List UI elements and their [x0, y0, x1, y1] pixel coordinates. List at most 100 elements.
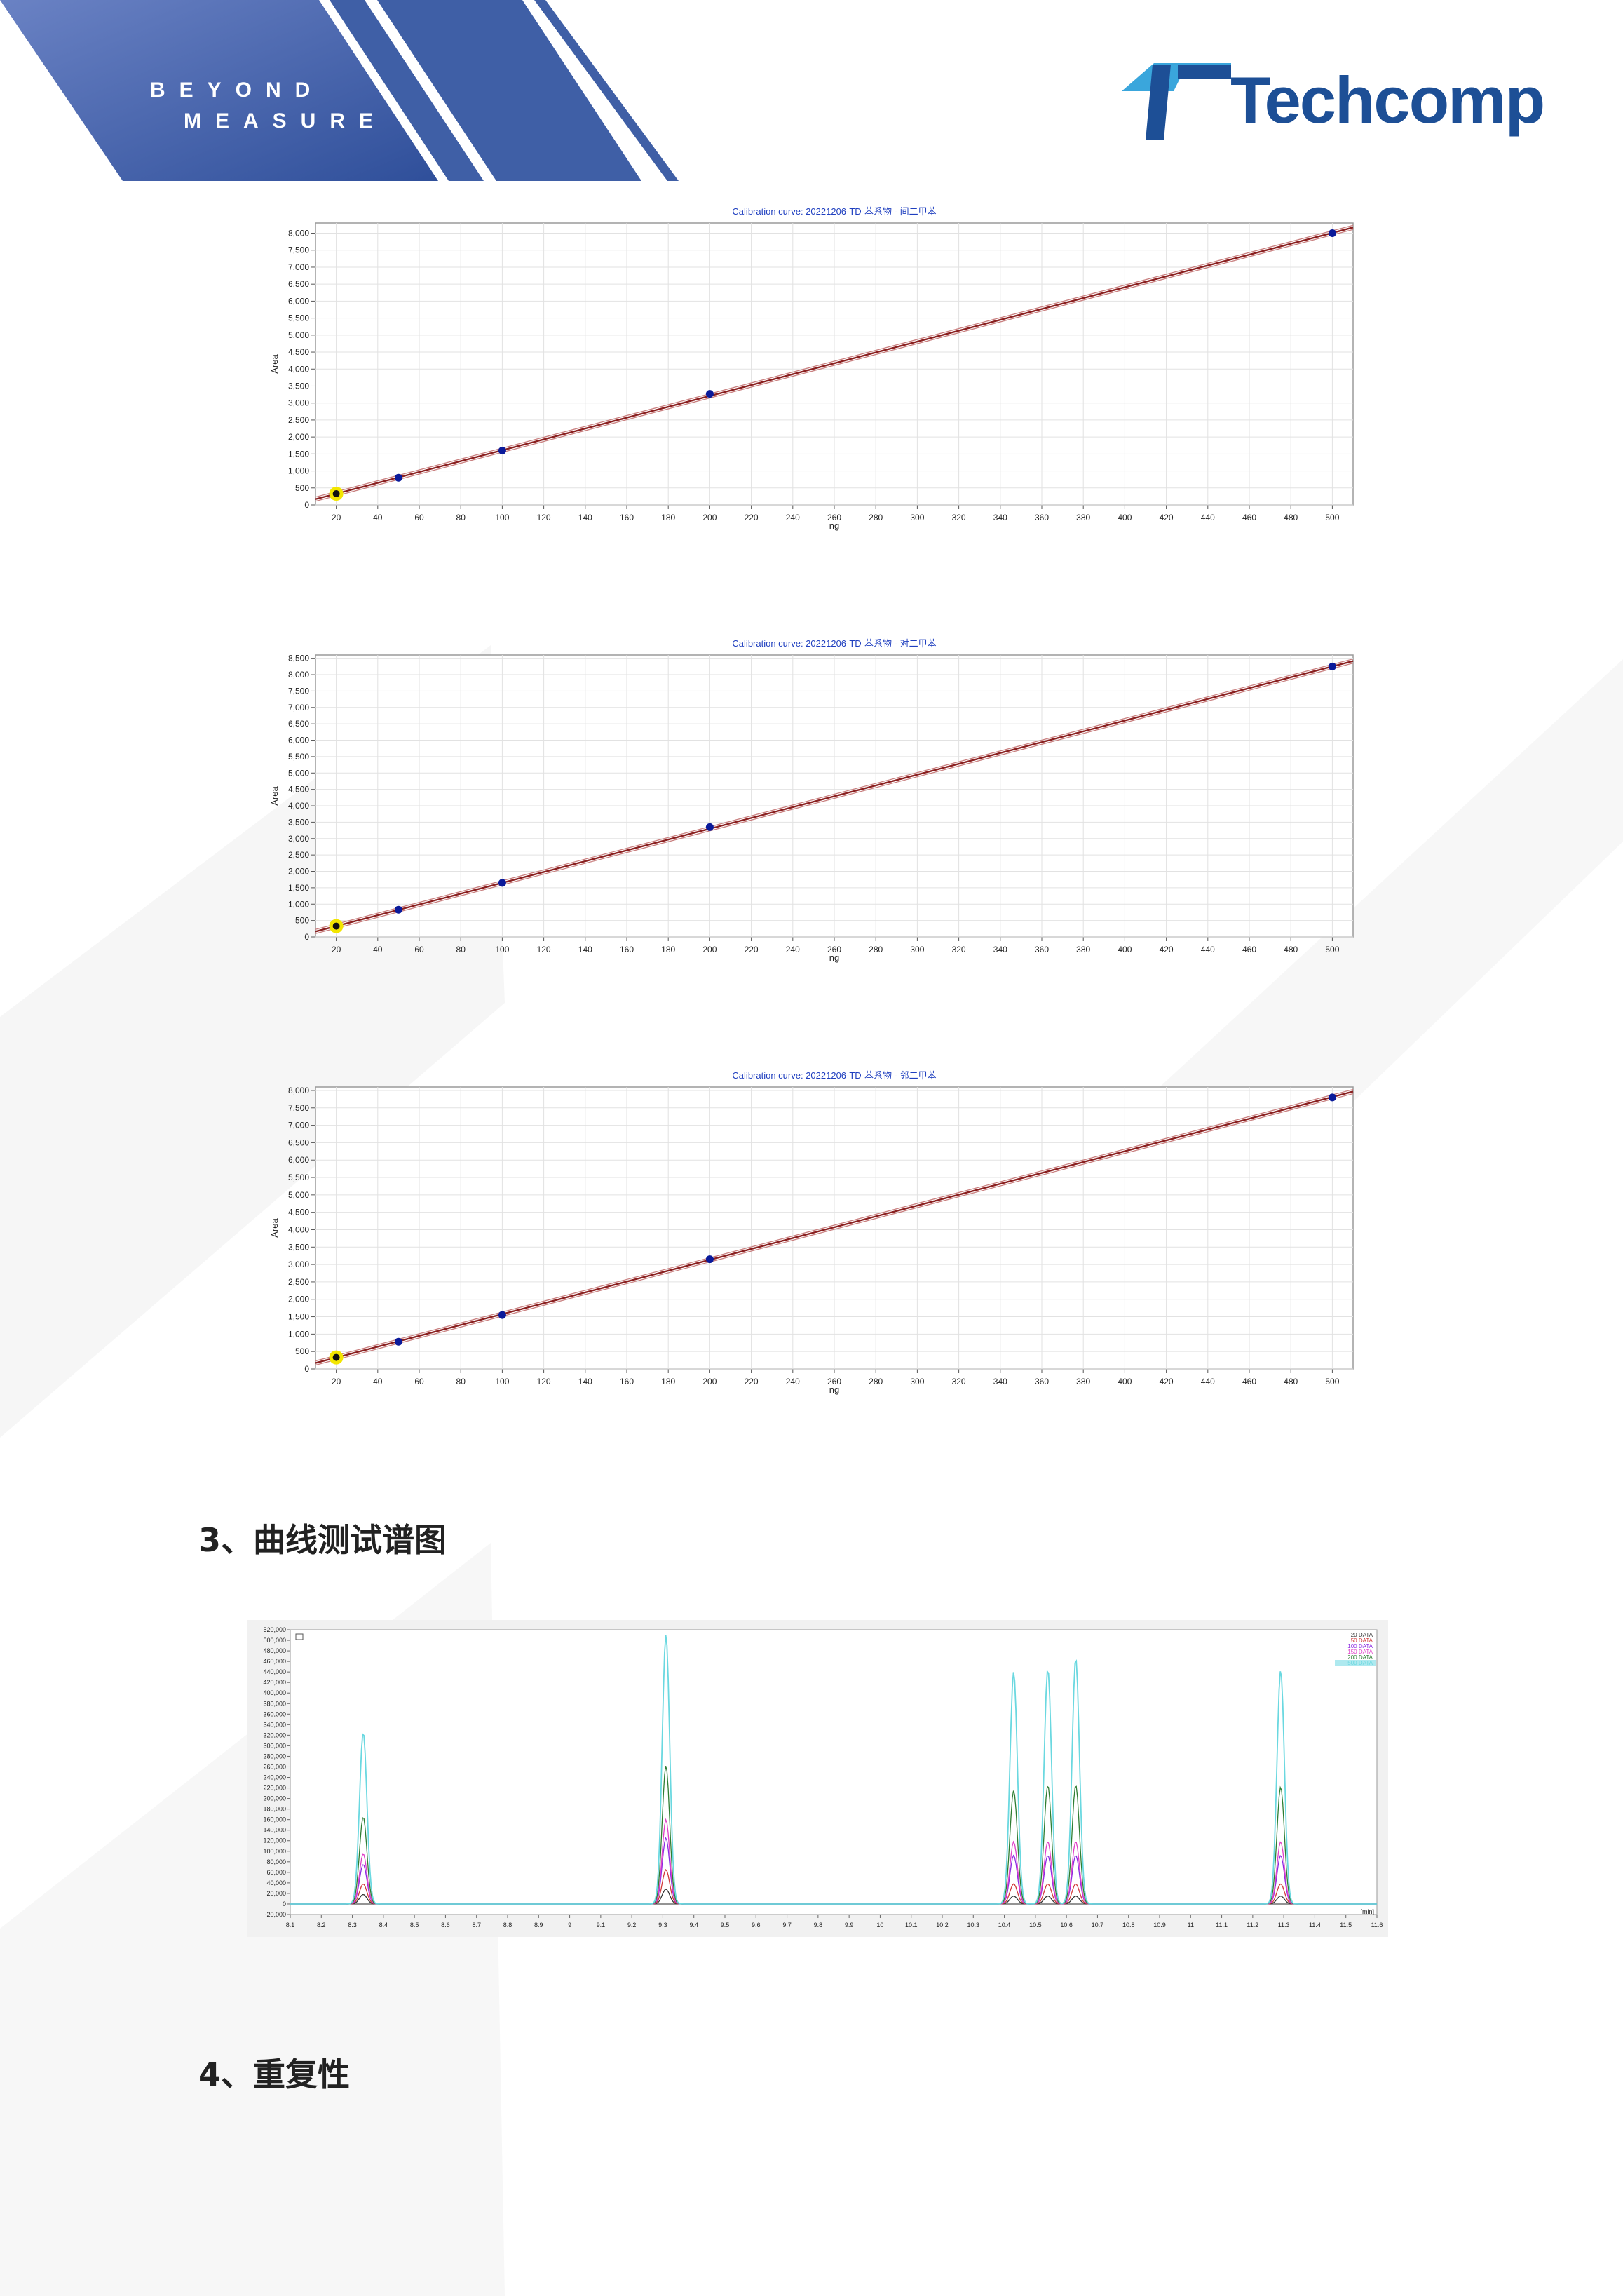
fit-band-upper	[315, 1088, 1354, 1362]
data-point	[394, 905, 402, 914]
fit-band-lower	[315, 663, 1354, 934]
y-tick-label: 480,000	[263, 1647, 286, 1654]
y-tick-label: 500	[295, 1346, 309, 1356]
x-tick-label: 10.3	[967, 1922, 980, 1929]
data-point	[498, 1311, 506, 1319]
y-tick-label: 2,000	[288, 432, 309, 442]
x-tick-label: 10.2	[936, 1922, 949, 1929]
y-tick-label: 80,000	[266, 1858, 286, 1865]
data-point	[332, 1353, 340, 1361]
y-tick-label: 7,500	[288, 245, 309, 255]
y-tick-label: 1,000	[288, 899, 309, 909]
x-tick-label: 380	[1076, 1377, 1090, 1386]
x-tick-label: 9.7	[782, 1922, 792, 1929]
y-tick-label: 320,000	[263, 1731, 286, 1738]
y-tick-label: 160,000	[263, 1816, 286, 1823]
y-tick-label: 240,000	[263, 1774, 286, 1781]
x-tick-label: 240	[786, 513, 800, 522]
plot-toolbar-icon	[295, 1633, 304, 1640]
x-tick-label: 240	[786, 945, 800, 954]
x-tick-label: 10.5	[1029, 1922, 1042, 1929]
x-tick-label: 120	[537, 1377, 551, 1386]
techcomp-logo-icon	[1122, 63, 1231, 140]
x-tick-label: 8.6	[441, 1922, 450, 1929]
x-tick-label: 9.3	[658, 1922, 667, 1929]
calibration-fit-line	[315, 227, 1354, 500]
y-tick-label: 8,500	[288, 654, 309, 663]
y-tick-label: 4,000	[288, 1224, 309, 1234]
y-tick-label: 500	[295, 483, 309, 493]
x-tick-label: 400	[1118, 1377, 1132, 1386]
y-tick-label: 4,000	[288, 364, 309, 374]
fit-band-upper	[315, 224, 1354, 498]
y-tick-label: 420,000	[263, 1679, 286, 1686]
x-tick-label: 280	[869, 1377, 883, 1386]
legend-entry: 100 DATA	[1347, 1643, 1373, 1649]
x-tick-label: 8.4	[379, 1922, 388, 1929]
x-tick-label: 300	[910, 945, 924, 954]
x-tick-label: 80	[456, 945, 466, 954]
y-tick-label: 40,000	[266, 1879, 286, 1886]
x-tick-label: 100	[495, 513, 509, 522]
y-tick-label: 4,500	[288, 785, 309, 795]
x-tick-label: 9.6	[752, 1922, 761, 1929]
x-tick-label: 480	[1284, 945, 1298, 954]
x-tick-label: 440	[1201, 513, 1215, 522]
calibration-chart-o-xylene: 20 40 60 80 100 120 140 160 180 200 220 240 260 280 30…	[269, 1070, 1354, 1395]
y-tick-label: 60,000	[266, 1869, 286, 1876]
x-tick-label: 260	[827, 513, 841, 522]
x-tick-label: 100	[495, 945, 509, 954]
y-tick-label: 5,500	[288, 1173, 309, 1182]
header-band-stripe-3	[534, 0, 679, 181]
y-tick-label: 500	[295, 916, 309, 926]
y-tick-label: 6,500	[288, 719, 309, 729]
x-tick-label: 11.3	[1278, 1922, 1290, 1929]
x-tick-label: 8.5	[410, 1922, 419, 1929]
x-tick-label: 480	[1284, 513, 1298, 522]
y-tick-label: 5,500	[288, 752, 309, 762]
y-tick-label: 3,000	[288, 834, 309, 844]
x-tick-label: 120	[537, 513, 551, 522]
x-tick-label: 140	[578, 1377, 592, 1386]
y-tick-label: -20,000	[264, 1911, 286, 1918]
y-axis-label: Area	[269, 354, 280, 374]
data-point	[705, 823, 714, 831]
y-tick-label: 5,000	[288, 1190, 309, 1200]
y-axis-label: Area	[269, 1218, 280, 1238]
legend-selected-highlight	[1335, 1660, 1376, 1666]
x-tick-label: 260	[827, 1377, 841, 1386]
x-tick-label: 8.3	[348, 1922, 357, 1929]
y-tick-label: 440,000	[263, 1668, 286, 1675]
data-point	[394, 473, 402, 482]
x-tick-label: 220	[745, 945, 759, 954]
data-point	[705, 1255, 714, 1264]
x-tick-label: 60	[414, 1377, 424, 1386]
x-tick-label: 140	[578, 945, 592, 954]
y-tick-label: 1,000	[288, 1329, 309, 1339]
x-axis-label: ng	[829, 520, 839, 531]
y-tick-label: 5,500	[288, 313, 309, 323]
x-tick-label: 400	[1118, 945, 1132, 954]
data-point	[1328, 662, 1336, 670]
x-tick-label: 9.9	[845, 1922, 854, 1929]
x-tick-label: 9	[568, 1922, 571, 1929]
y-tick-label: 7,500	[288, 686, 309, 696]
x-tick-label: 160	[620, 513, 634, 522]
header-band-shape	[0, 0, 438, 181]
x-tick-label: 300	[910, 1377, 924, 1386]
y-tick-label: 260,000	[263, 1763, 286, 1770]
x-tick-label: 440	[1201, 945, 1215, 954]
x-tick-label: 160	[620, 1377, 634, 1386]
y-tick-label: 2,500	[288, 1277, 309, 1287]
y-tick-label: 380,000	[263, 1700, 286, 1707]
x-tick-label: 60	[414, 513, 424, 522]
x-tick-label: 8.8	[503, 1922, 512, 1929]
x-tick-label: 11.1	[1216, 1922, 1228, 1929]
x-axis-label: ng	[829, 952, 839, 963]
x-tick-label: 220	[745, 513, 759, 522]
y-tick-label: 4,500	[288, 1208, 309, 1217]
y-tick-label: 3,000	[288, 398, 309, 408]
y-tick-label: 0	[304, 932, 309, 942]
x-tick-label: 360	[1035, 513, 1049, 522]
